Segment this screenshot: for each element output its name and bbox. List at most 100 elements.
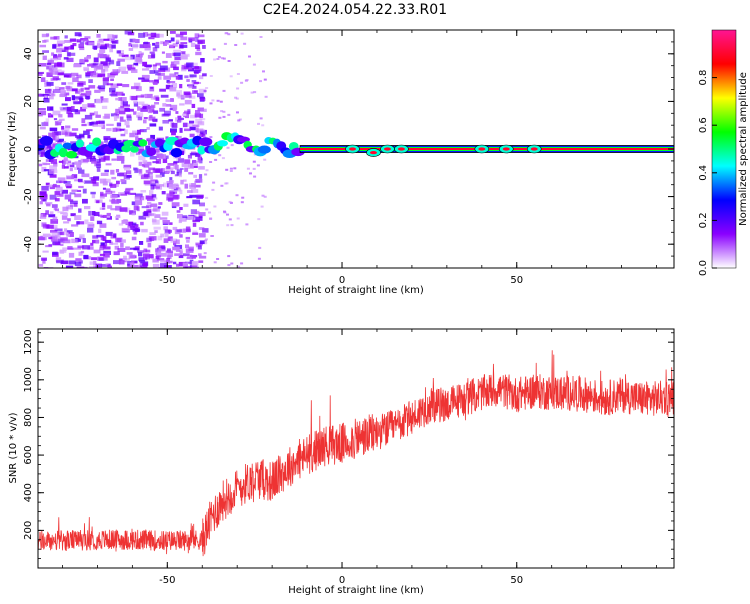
colorbar-tick-label: 0.4 bbox=[698, 165, 709, 181]
noise-speck bbox=[111, 44, 116, 49]
noise-speck bbox=[176, 229, 182, 233]
noise-speck bbox=[133, 82, 141, 88]
noise-speck bbox=[99, 49, 106, 54]
noise-speck bbox=[161, 51, 165, 54]
noise-speck bbox=[128, 221, 134, 227]
noise-speck bbox=[236, 87, 240, 90]
noise-speck bbox=[163, 238, 169, 243]
noise-speck bbox=[63, 75, 70, 78]
noise-speck bbox=[135, 227, 139, 233]
noise-speck bbox=[179, 251, 183, 257]
noise-speck bbox=[152, 66, 157, 70]
noise-speck bbox=[197, 245, 202, 250]
noise-speck bbox=[46, 224, 54, 229]
noise-speck bbox=[225, 168, 229, 171]
spectrogram-y-tick-label: 20 bbox=[23, 95, 34, 108]
noise-speck bbox=[160, 259, 167, 263]
noise-speck bbox=[199, 118, 206, 121]
noise-speck bbox=[103, 257, 108, 261]
noise-speck bbox=[78, 43, 85, 48]
noise-speck bbox=[204, 173, 208, 176]
noise-speck bbox=[258, 246, 262, 249]
noise-speck bbox=[52, 110, 61, 116]
noise-speck bbox=[192, 161, 201, 164]
spectrogram-x-axis-label: Height of straight line (km) bbox=[288, 285, 424, 296]
noise-speck bbox=[39, 93, 45, 97]
noise-speck bbox=[198, 212, 206, 217]
noise-speck bbox=[194, 210, 200, 215]
noise-speck bbox=[241, 196, 245, 199]
noise-speck bbox=[240, 32, 244, 35]
noise-speck bbox=[76, 39, 82, 42]
noise-speck bbox=[99, 124, 103, 128]
noise-speck bbox=[99, 46, 108, 50]
noise-speck bbox=[89, 157, 97, 162]
noise-speck bbox=[99, 207, 104, 210]
noise-speck bbox=[171, 83, 178, 88]
noise-speck bbox=[86, 129, 93, 132]
noise-speck bbox=[80, 106, 86, 112]
noise-speck bbox=[143, 161, 152, 166]
noise-speck bbox=[152, 185, 160, 189]
noise-speck bbox=[198, 260, 204, 263]
noise-speck bbox=[161, 168, 165, 173]
noise-speck bbox=[70, 141, 78, 145]
noise-speck bbox=[151, 53, 156, 58]
noise-speck bbox=[105, 163, 112, 166]
noise-speck bbox=[157, 235, 163, 241]
noise-speck bbox=[143, 248, 148, 253]
spectrogram-x-tick-label: 0 bbox=[339, 275, 345, 286]
noise-speck bbox=[226, 146, 230, 149]
noise-speck bbox=[245, 79, 249, 81]
noise-speck bbox=[54, 198, 60, 202]
noise-speck bbox=[38, 93, 42, 97]
colorbar-tick-label: 0.2 bbox=[698, 212, 709, 228]
noise-speck bbox=[81, 173, 90, 178]
noise-speck bbox=[64, 40, 72, 43]
noise-speck bbox=[170, 37, 175, 42]
noise-speck bbox=[188, 95, 196, 99]
noise-speck bbox=[198, 88, 207, 94]
noise-speck bbox=[138, 137, 143, 142]
noise-speck bbox=[176, 90, 182, 94]
noise-speck bbox=[82, 188, 87, 194]
noise-speck bbox=[194, 33, 200, 39]
noise-speck bbox=[65, 85, 71, 90]
noise-speck bbox=[77, 83, 84, 87]
noise-speck bbox=[57, 193, 64, 197]
noise-speck bbox=[183, 253, 190, 257]
noise-speck bbox=[149, 51, 155, 54]
noise-speck bbox=[84, 87, 90, 90]
noise-speck bbox=[148, 116, 156, 121]
noise-speck bbox=[202, 45, 206, 49]
noise-speck bbox=[44, 95, 48, 98]
noise-speck bbox=[178, 158, 185, 163]
noise-speck bbox=[189, 114, 197, 119]
noise-speck bbox=[167, 163, 175, 166]
noise-speck bbox=[124, 121, 130, 126]
noise-speck bbox=[81, 123, 87, 127]
noise-speck bbox=[76, 136, 82, 140]
noise-speck bbox=[56, 40, 65, 44]
noise-speck bbox=[128, 192, 136, 195]
noise-speck bbox=[154, 230, 158, 234]
noise-speck bbox=[76, 221, 80, 225]
noise-speck bbox=[59, 94, 68, 98]
noise-speck bbox=[134, 195, 142, 200]
noise-speck bbox=[118, 223, 124, 226]
noise-speck bbox=[67, 52, 76, 56]
noise-speck bbox=[59, 180, 68, 184]
noise-speck bbox=[166, 197, 174, 201]
noise-speck bbox=[183, 66, 189, 69]
noise-speck bbox=[102, 214, 107, 218]
noise-speck bbox=[121, 70, 129, 74]
noise-speck bbox=[65, 230, 71, 236]
noise-speck bbox=[202, 73, 207, 77]
noise-speck bbox=[138, 155, 146, 161]
noise-speck bbox=[39, 126, 46, 130]
noise-speck bbox=[149, 254, 154, 259]
band-blob bbox=[199, 137, 213, 147]
carrier-blob-core bbox=[383, 147, 391, 151]
noise-speck bbox=[49, 65, 55, 69]
noise-speck bbox=[99, 253, 106, 256]
